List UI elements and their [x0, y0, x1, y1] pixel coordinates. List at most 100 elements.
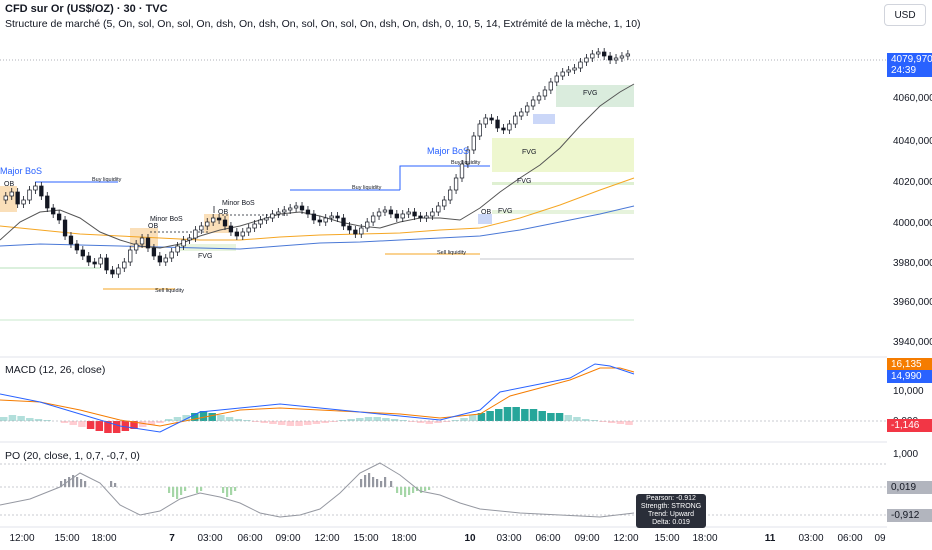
time-tick: 03:00 — [197, 533, 223, 544]
candle — [365, 221, 370, 229]
fvg-zone — [556, 85, 634, 107]
macd-bar — [269, 421, 277, 424]
po-bar — [404, 487, 407, 497]
macd-hist-tag: -1,146 — [887, 419, 932, 432]
macd-bar — [147, 421, 156, 425]
macd-chart[interactable] — [0, 358, 887, 442]
po-bar — [380, 481, 383, 487]
macd-bar — [138, 421, 147, 427]
sell-liquidity-label: Sell liquidity — [155, 288, 185, 294]
fvg-label: FVG — [517, 178, 532, 185]
macd-bar — [243, 420, 251, 421]
po-bar — [384, 477, 387, 487]
candle — [3, 195, 8, 201]
po-bar — [372, 477, 375, 487]
po-bar — [408, 487, 411, 495]
ma-orange-line — [0, 177, 635, 241]
macd-legend[interactable]: MACD (12, 26, close) — [5, 364, 106, 376]
po-bar — [234, 487, 237, 491]
macd-bar — [321, 421, 329, 423]
macd-bar — [468, 415, 477, 421]
po-bar — [84, 481, 87, 487]
po-bar — [72, 475, 75, 487]
ob-label: OB — [4, 181, 15, 188]
macd-signal-tag: 16,135 — [887, 358, 932, 371]
candle — [596, 51, 601, 55]
candle — [619, 55, 625, 59]
candle — [471, 135, 476, 151]
candle — [394, 213, 399, 219]
po-value-tag: 0,019 — [887, 481, 932, 494]
candle — [495, 119, 500, 129]
po-bar — [226, 487, 229, 497]
candle — [477, 123, 482, 137]
time-tick: 06:00 — [535, 533, 561, 544]
currency-button[interactable]: USD — [884, 4, 926, 26]
time-tick: 18:00 — [391, 533, 417, 544]
bar-countdown: 24:39 — [891, 65, 917, 76]
candle — [92, 261, 97, 265]
po-bar — [376, 479, 379, 487]
macd-bar — [347, 419, 355, 421]
price-tick: 4040,000 — [893, 136, 932, 147]
candle — [62, 219, 68, 237]
candle — [536, 95, 542, 101]
po-bar — [196, 487, 199, 493]
candle — [442, 199, 447, 207]
candle — [412, 211, 417, 217]
ob-zone — [0, 186, 17, 212]
candle — [430, 211, 435, 217]
macd-bar — [95, 421, 104, 431]
po-bar — [222, 487, 225, 493]
candle — [258, 219, 263, 225]
fvg-label: FVG — [522, 149, 537, 156]
po-bar — [80, 479, 83, 487]
macd-bar — [156, 421, 164, 423]
macd-bar — [191, 413, 199, 421]
po-bar — [360, 479, 363, 487]
macd-tick: 10,000 — [893, 386, 924, 397]
chart-canvas[interactable] — [0, 0, 887, 550]
candle — [193, 229, 198, 239]
candle — [406, 211, 411, 215]
fvg-label: FVG — [583, 90, 598, 97]
fvg-label: FVG — [498, 208, 513, 215]
candle — [276, 211, 281, 215]
po-chart[interactable] — [0, 443, 887, 527]
macd-bar — [356, 418, 364, 421]
candle — [39, 185, 44, 197]
macd-bar — [277, 421, 286, 425]
macd-bar — [69, 421, 77, 425]
candle — [74, 243, 80, 251]
candle — [133, 243, 139, 251]
macd-bar — [217, 415, 225, 421]
po-legend[interactable]: PO (20, close, 1, 0,7, -0,7, 0) — [5, 450, 140, 462]
time-tick: 12:00 — [314, 533, 340, 544]
macd-bar — [573, 417, 581, 421]
candle — [51, 207, 56, 215]
tooltip-delta: Delta: 0.019 — [652, 519, 690, 526]
time-tick: 12:00 — [9, 533, 35, 544]
macd-bar — [590, 420, 599, 421]
candle — [572, 67, 577, 71]
candle — [252, 223, 257, 229]
time-tick: 03:00 — [798, 533, 824, 544]
macd-main-line — [0, 363, 635, 433]
candle — [33, 185, 38, 191]
ob-label: OB — [148, 223, 159, 230]
po-line — [0, 462, 635, 518]
macd-bar — [408, 421, 416, 422]
time-tick: 12:00 — [613, 533, 639, 544]
po-bar — [172, 487, 175, 497]
candle — [625, 53, 631, 57]
fvg-zone — [492, 138, 634, 172]
candle — [353, 229, 358, 235]
symbol-title[interactable]: CFD sur Or (US$/OZ) · 30 · TVC — [5, 3, 168, 15]
tooltip-pearson: Pearson: -0.912 — [646, 495, 696, 502]
macd-bar — [564, 415, 573, 421]
indicator-legend[interactable]: Structure de marché (5, On, sol, On, sol… — [5, 18, 641, 30]
candle — [501, 127, 506, 131]
price-tick: 3960,000 — [893, 297, 932, 308]
candle — [80, 249, 85, 257]
po-bar — [420, 487, 423, 493]
